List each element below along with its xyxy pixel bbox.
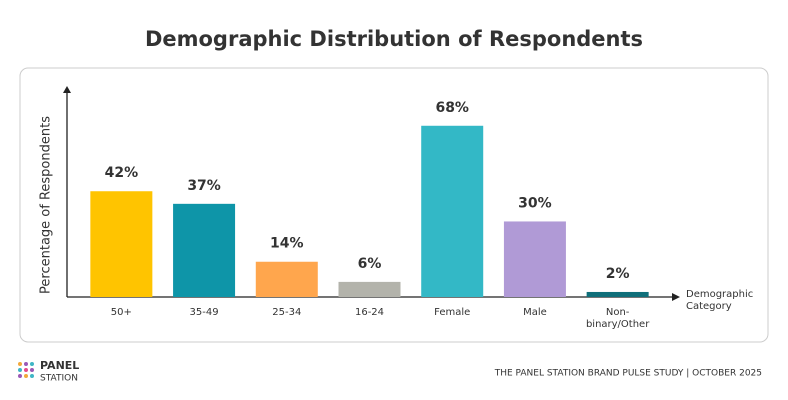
x-tick-label: 35-49 xyxy=(190,307,219,318)
x-axis-arrow xyxy=(672,293,680,301)
y-axis-label: Percentage of Respondents xyxy=(39,116,54,294)
bar xyxy=(421,125,484,297)
logo-text: STATION xyxy=(40,374,78,384)
x-tick-label: 25-34 xyxy=(272,307,301,318)
bar xyxy=(90,191,153,297)
logo-text: PANEL xyxy=(40,359,79,372)
x-tick-label: Female xyxy=(434,307,470,318)
bar xyxy=(255,261,318,297)
value-label: 42% xyxy=(105,165,139,181)
x-tick-label: Male xyxy=(523,307,547,318)
bar xyxy=(586,291,649,297)
value-label: 37% xyxy=(187,178,221,194)
x-axis-label: Demographic Category xyxy=(686,289,753,312)
value-label: 30% xyxy=(518,195,552,211)
value-label: 6% xyxy=(358,256,382,272)
chart-title: Demographic Distribution of Respondents xyxy=(145,27,643,51)
logo-dots xyxy=(18,362,34,378)
value-label: 14% xyxy=(270,236,304,252)
bar xyxy=(338,281,401,297)
x-tick-label: 50+ xyxy=(111,307,132,318)
value-label: 2% xyxy=(606,266,630,282)
bar xyxy=(173,203,236,297)
footer-caption: THE PANEL STATION BRAND PULSE STUDY | OC… xyxy=(494,369,762,379)
value-label: 68% xyxy=(435,100,469,116)
y-axis-arrow xyxy=(63,86,71,93)
bar xyxy=(503,221,566,297)
x-tick-label: Non-binary/Other xyxy=(586,307,650,330)
x-tick-label: 16-24 xyxy=(355,307,384,318)
